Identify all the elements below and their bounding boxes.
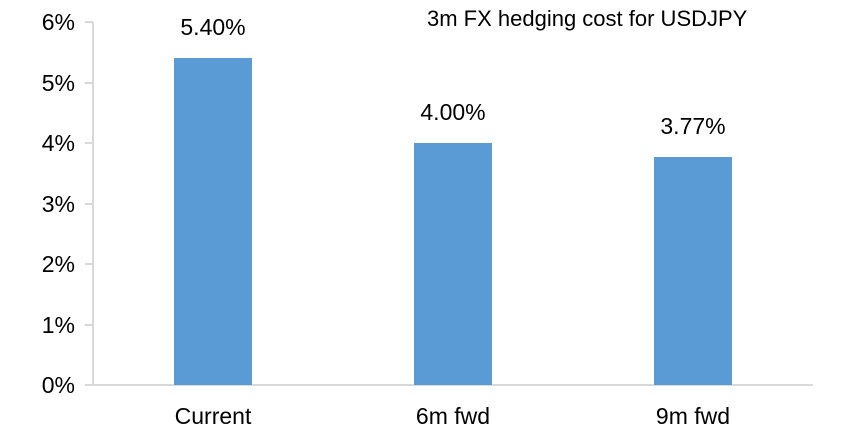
- bar-value-label: 4.00%: [420, 99, 486, 125]
- x-axis-line: [92, 384, 813, 386]
- y-tick-mark: [85, 323, 93, 326]
- y-tick-label: 0%: [41, 372, 75, 398]
- bar-current: [174, 58, 252, 385]
- x-category-label: Current: [174, 403, 252, 429]
- chart-title: 3m FX hedging cost for USDJPY: [427, 6, 748, 31]
- y-tick-label: 2%: [41, 251, 75, 277]
- y-tick-label: 5%: [41, 69, 75, 96]
- y-tick-mark: [85, 142, 93, 144]
- bar-9m-fwd: [654, 156, 732, 385]
- y-axis-line: [92, 22, 94, 386]
- x-category-label: 6m fwd: [415, 403, 491, 429]
- y-tick-mark: [85, 21, 93, 23]
- bar-6m-fwd: [414, 143, 492, 385]
- bar-value-label: 3.77%: [660, 112, 726, 139]
- y-tick-label: 4%: [41, 130, 75, 156]
- y-tick-mark: [85, 202, 93, 205]
- y-tick-mark: [85, 81, 93, 84]
- y-tick-label: 6%: [41, 9, 75, 35]
- y-tick-label: 3%: [41, 190, 75, 217]
- y-tick-mark: [85, 384, 93, 386]
- bar-value-label: 5.40%: [180, 14, 246, 41]
- y-tick-label: 1%: [41, 311, 75, 338]
- x-category-label: 9m fwd: [655, 403, 731, 429]
- y-tick-mark: [85, 263, 93, 265]
